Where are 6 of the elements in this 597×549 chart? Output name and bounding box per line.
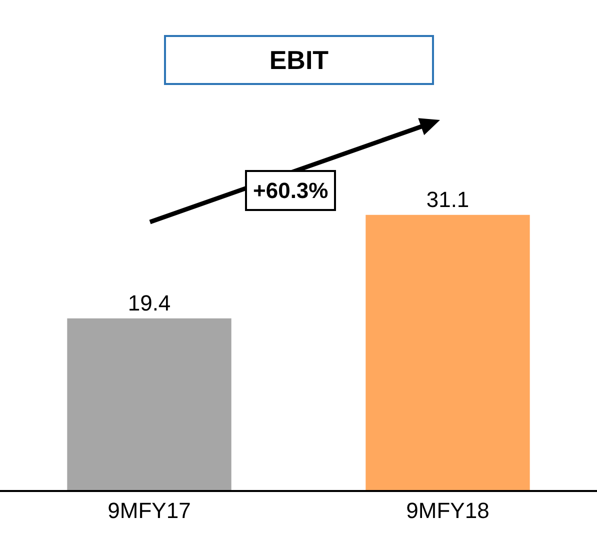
text: +60.3% xyxy=(253,178,328,203)
x-tick-label: 9MFY18 xyxy=(406,498,490,524)
chart-title: EBIT xyxy=(269,45,329,75)
x-tick-label: 9MFY17 xyxy=(108,498,191,524)
data-label: 31.1 xyxy=(426,186,470,212)
data-label: 19.4 xyxy=(128,290,171,316)
